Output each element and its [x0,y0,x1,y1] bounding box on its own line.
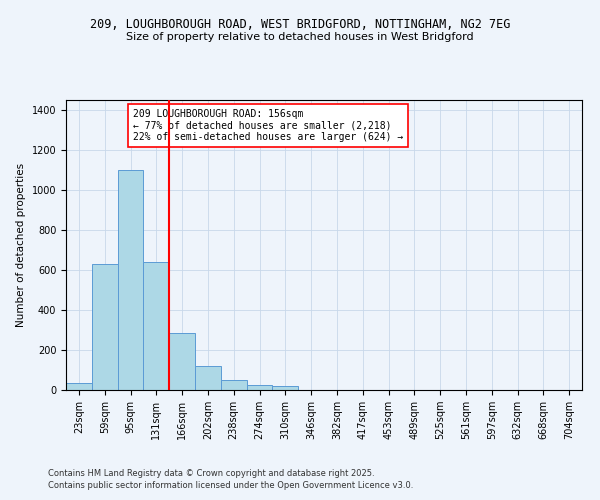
Text: Contains HM Land Registry data © Crown copyright and database right 2025.: Contains HM Land Registry data © Crown c… [48,468,374,477]
Bar [247,385,272,390]
Text: 209 LOUGHBOROUGH ROAD: 156sqm
← 77% of detached houses are smaller (2,218)
22% o: 209 LOUGHBOROUGH ROAD: 156sqm ← 77% of d… [133,108,403,142]
Bar [169,333,195,390]
Bar [195,366,221,390]
Y-axis label: Number of detached properties: Number of detached properties [16,163,26,327]
Text: Contains public sector information licensed under the Open Government Licence v3: Contains public sector information licen… [48,481,413,490]
Bar [143,262,169,390]
Bar [66,383,92,390]
Bar [272,386,298,390]
Bar [221,380,247,390]
Bar [118,170,143,390]
Text: 209, LOUGHBOROUGH ROAD, WEST BRIDGFORD, NOTTINGHAM, NG2 7EG: 209, LOUGHBOROUGH ROAD, WEST BRIDGFORD, … [90,18,510,30]
Bar [92,264,118,390]
Text: Size of property relative to detached houses in West Bridgford: Size of property relative to detached ho… [126,32,474,42]
